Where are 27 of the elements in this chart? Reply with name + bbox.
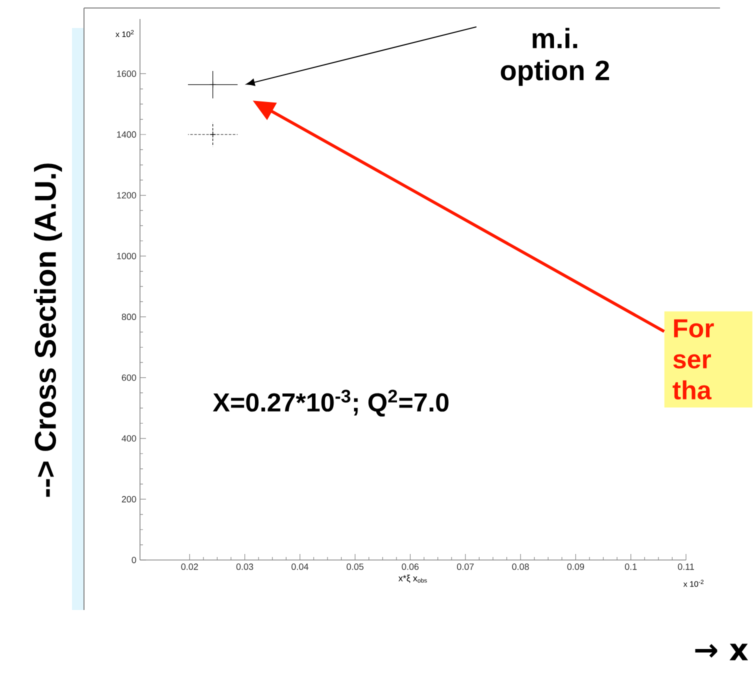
annotation: X=0.27*10$^{-3}$; Q$^{2}$=7.0: [212, 390, 448, 417]
annotation: For ser tha: [672, 319, 714, 400]
x-tick-label: 0.05: [346, 564, 364, 570]
x-axis-title: x*ξ x$_{obs}$: [398, 574, 427, 583]
annotation: m.i. option 2: [500, 28, 610, 86]
x-tick-label: 0.06: [402, 564, 419, 570]
y-axis-title: --> Cross Section (A.U.): [34, 164, 62, 497]
y-tick-label: 200: [122, 496, 136, 502]
x-tick-label: 0.07: [456, 564, 474, 570]
text: → x: [695, 644, 748, 660]
x-tick-label: 0.03: [236, 564, 254, 570]
text: x 10$^{-2}$: [683, 580, 704, 587]
x-tick-label: 0.04: [292, 564, 308, 570]
x-tick-label: 0.11: [678, 564, 694, 570]
y-tick-label: 1000: [117, 252, 136, 260]
x-tick-label: 0.02: [181, 564, 198, 570]
y-tick-label: 600: [122, 374, 136, 381]
text: x 10$^{2}$: [116, 30, 134, 38]
y-tick-label: 400: [122, 435, 136, 442]
x-tick-label: 0.09: [567, 564, 584, 570]
y-tick-label: 1400: [117, 131, 136, 138]
y-tick-label: 1200: [117, 192, 136, 198]
y-tick-label: 800: [122, 314, 136, 320]
y-tick-label: 1600: [117, 70, 136, 77]
x-tick-label: 0.1: [624, 564, 637, 570]
x-tick-label: 0.08: [512, 564, 529, 570]
y-tick-label: 0: [132, 556, 136, 564]
